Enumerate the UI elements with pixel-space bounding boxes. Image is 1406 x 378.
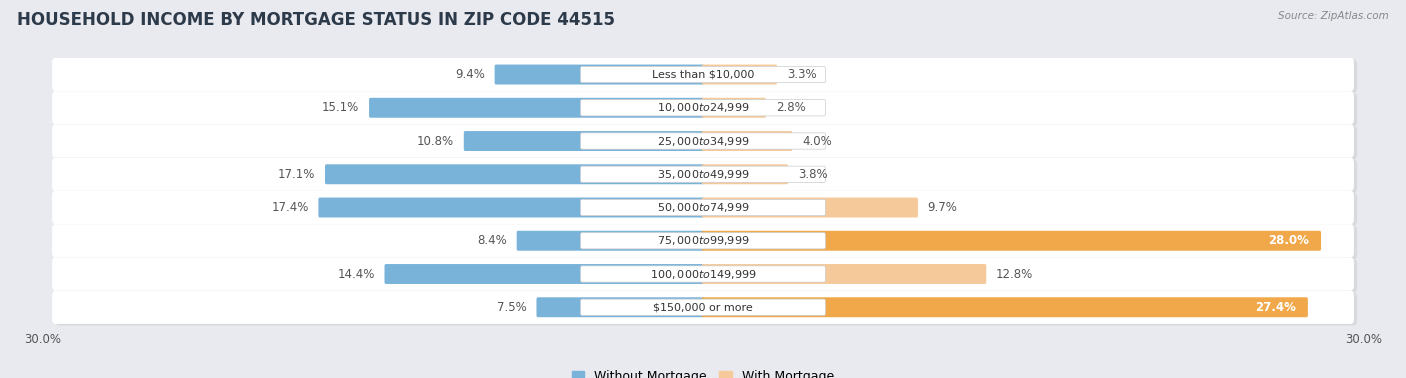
Text: 8.4%: 8.4% (477, 234, 508, 247)
FancyBboxPatch shape (52, 58, 1354, 91)
Text: $25,000 to $34,999: $25,000 to $34,999 (657, 135, 749, 147)
FancyBboxPatch shape (368, 98, 704, 118)
Text: Source: ZipAtlas.com: Source: ZipAtlas.com (1278, 11, 1389, 21)
FancyBboxPatch shape (581, 166, 825, 183)
Text: 27.4%: 27.4% (1254, 301, 1295, 314)
FancyBboxPatch shape (52, 291, 1354, 324)
FancyBboxPatch shape (55, 292, 1357, 325)
FancyBboxPatch shape (581, 67, 825, 83)
Text: $35,000 to $49,999: $35,000 to $49,999 (657, 168, 749, 181)
Text: $50,000 to $74,999: $50,000 to $74,999 (657, 201, 749, 214)
FancyBboxPatch shape (495, 65, 704, 85)
Text: 9.4%: 9.4% (456, 68, 485, 81)
FancyBboxPatch shape (52, 158, 1354, 191)
FancyBboxPatch shape (702, 65, 778, 85)
Text: 2.8%: 2.8% (776, 101, 806, 114)
FancyBboxPatch shape (702, 131, 793, 151)
FancyBboxPatch shape (55, 226, 1357, 259)
Text: 10.8%: 10.8% (418, 135, 454, 147)
Text: Less than $10,000: Less than $10,000 (652, 70, 754, 79)
FancyBboxPatch shape (581, 266, 825, 282)
Text: 4.0%: 4.0% (801, 135, 832, 147)
Text: $150,000 or more: $150,000 or more (654, 302, 752, 312)
Text: 3.3%: 3.3% (787, 68, 817, 81)
FancyBboxPatch shape (537, 297, 704, 317)
Text: 12.8%: 12.8% (995, 268, 1033, 280)
FancyBboxPatch shape (702, 164, 787, 184)
FancyBboxPatch shape (702, 297, 1308, 317)
Text: 9.7%: 9.7% (928, 201, 957, 214)
FancyBboxPatch shape (318, 198, 704, 217)
FancyBboxPatch shape (52, 191, 1354, 224)
Text: 17.4%: 17.4% (271, 201, 309, 214)
FancyBboxPatch shape (702, 264, 986, 284)
Text: 7.5%: 7.5% (498, 301, 527, 314)
FancyBboxPatch shape (55, 159, 1357, 192)
Text: 17.1%: 17.1% (278, 168, 315, 181)
FancyBboxPatch shape (581, 232, 825, 249)
FancyBboxPatch shape (464, 131, 704, 151)
Legend: Without Mortgage, With Mortgage: Without Mortgage, With Mortgage (572, 370, 834, 378)
FancyBboxPatch shape (55, 126, 1357, 159)
FancyBboxPatch shape (581, 133, 825, 149)
Text: 14.4%: 14.4% (337, 268, 375, 280)
FancyBboxPatch shape (581, 299, 825, 315)
FancyBboxPatch shape (52, 124, 1354, 158)
Text: $100,000 to $149,999: $100,000 to $149,999 (650, 268, 756, 280)
FancyBboxPatch shape (55, 60, 1357, 93)
Text: $10,000 to $24,999: $10,000 to $24,999 (657, 101, 749, 114)
Text: $75,000 to $99,999: $75,000 to $99,999 (657, 234, 749, 247)
FancyBboxPatch shape (55, 93, 1357, 126)
FancyBboxPatch shape (702, 198, 918, 217)
FancyBboxPatch shape (325, 164, 704, 184)
Text: 28.0%: 28.0% (1268, 234, 1309, 247)
FancyBboxPatch shape (55, 259, 1357, 292)
FancyBboxPatch shape (516, 231, 704, 251)
FancyBboxPatch shape (52, 91, 1354, 124)
FancyBboxPatch shape (702, 98, 766, 118)
FancyBboxPatch shape (55, 192, 1357, 226)
FancyBboxPatch shape (702, 231, 1322, 251)
FancyBboxPatch shape (52, 257, 1354, 291)
Text: 3.8%: 3.8% (797, 168, 827, 181)
Text: HOUSEHOLD INCOME BY MORTGAGE STATUS IN ZIP CODE 44515: HOUSEHOLD INCOME BY MORTGAGE STATUS IN Z… (17, 11, 614, 29)
FancyBboxPatch shape (384, 264, 704, 284)
Text: 15.1%: 15.1% (322, 101, 360, 114)
FancyBboxPatch shape (581, 100, 825, 116)
FancyBboxPatch shape (52, 224, 1354, 257)
FancyBboxPatch shape (581, 199, 825, 216)
